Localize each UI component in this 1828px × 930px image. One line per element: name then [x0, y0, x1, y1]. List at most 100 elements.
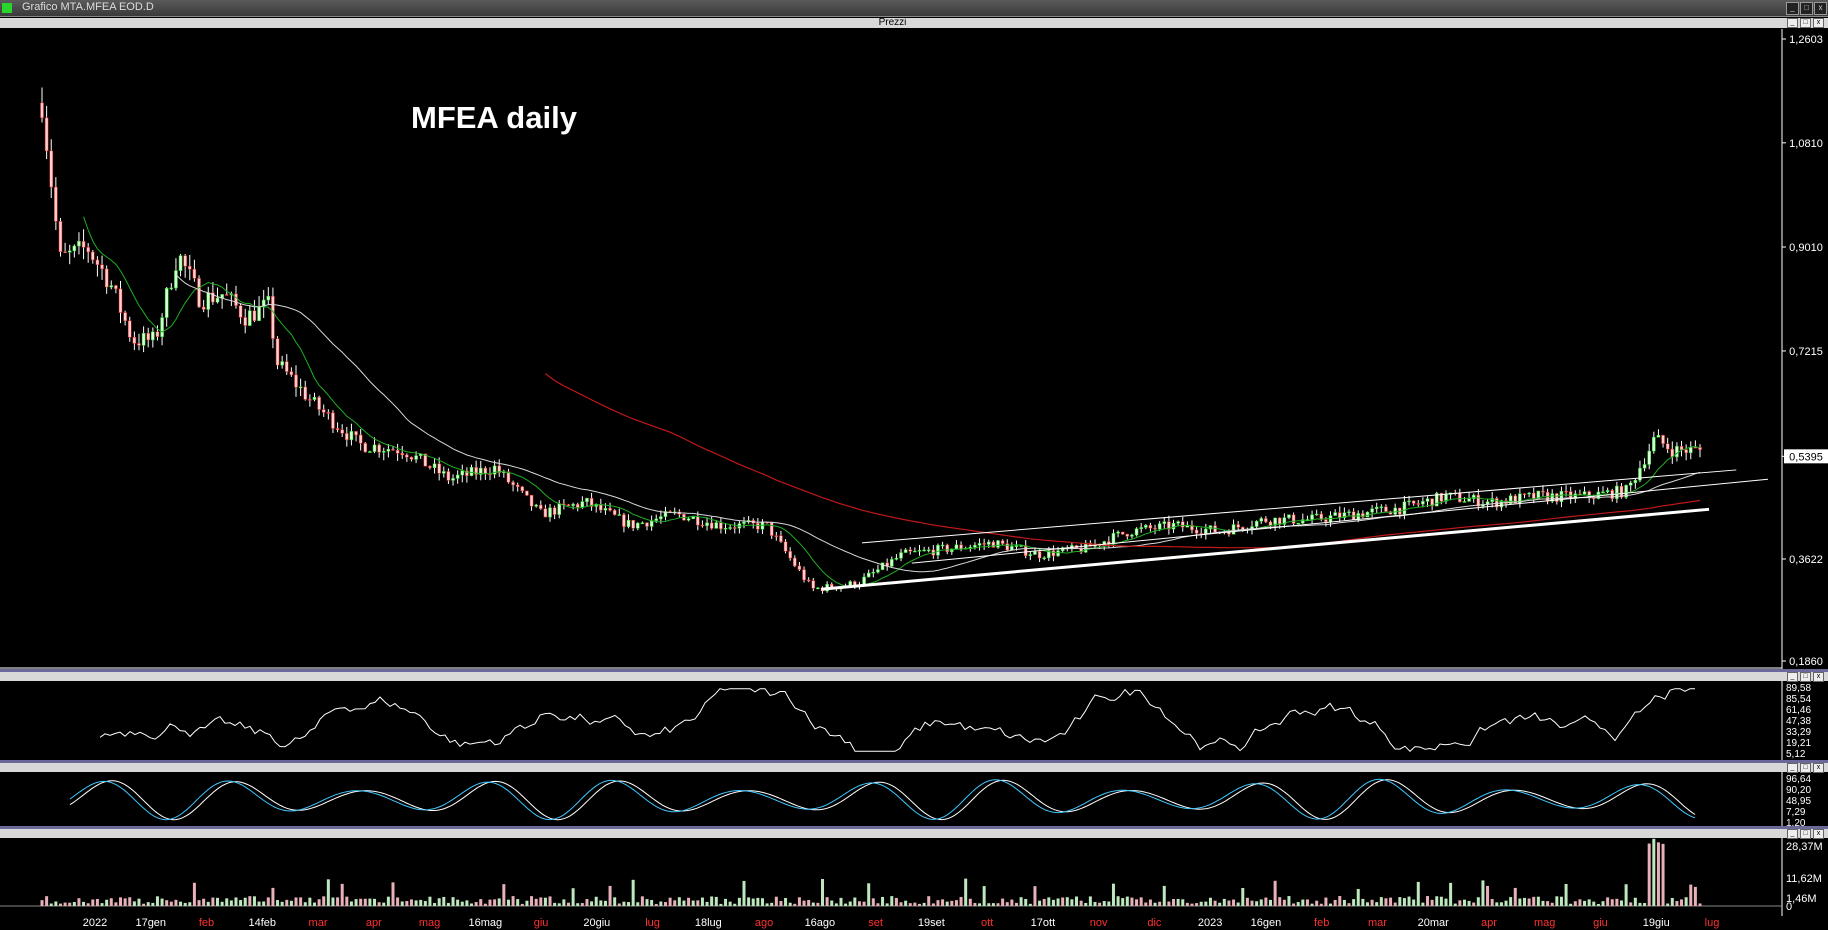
candle-body: [465, 470, 469, 476]
panel-close-icon[interactable]: x: [1813, 829, 1824, 839]
candle-body: [1347, 511, 1351, 513]
y-tick-label: 0,3622: [1789, 554, 1823, 566]
volume-bar: [1365, 902, 1369, 906]
volume-bar: [340, 883, 344, 906]
candle-body: [294, 374, 298, 388]
volume-bar: [1449, 882, 1453, 906]
window-titlebar: Grafico MTA.MFEA EOD.D _ □ x: [0, 0, 1828, 17]
candle-body: [626, 519, 631, 527]
panel-close-icon[interactable]: x: [1813, 672, 1824, 682]
volume-bar: [1250, 900, 1254, 906]
volume-bar: [964, 878, 968, 906]
stoch-tick-label: 7,29: [1786, 807, 1806, 818]
candle-body: [622, 514, 626, 527]
panel-restore-icon[interactable]: □: [1800, 672, 1811, 682]
volume-bar: [294, 897, 298, 906]
volume-bar: [719, 903, 723, 906]
volume-bar: [1282, 899, 1286, 906]
panel-close-icon[interactable]: x: [1813, 763, 1824, 773]
panel-minimize-icon[interactable]: _: [1787, 672, 1798, 682]
x-axis-label: 2023: [1198, 917, 1222, 929]
volume-bar: [1435, 896, 1439, 906]
candle-body: [72, 245, 77, 252]
candle-body: [663, 511, 668, 517]
volume-tick-label: 28,37M: [1786, 841, 1823, 853]
panel-divider[interactable]: [0, 669, 1828, 672]
candle-body: [1689, 447, 1693, 454]
candle-body: [1684, 449, 1688, 454]
candle-body: [1485, 501, 1490, 505]
volume-bar: [1204, 901, 1208, 906]
candle-body: [723, 528, 728, 530]
panel-restore-icon[interactable]: □: [1800, 763, 1811, 773]
panel-minimize-icon[interactable]: _: [1787, 829, 1798, 839]
volume-bar: [312, 902, 316, 906]
candle-body: [880, 562, 885, 570]
candle-body: [1402, 501, 1407, 515]
panel-divider[interactable]: [0, 760, 1828, 763]
candle-body: [1536, 490, 1541, 499]
candle-body: [779, 535, 783, 542]
volume-bar: [973, 902, 977, 906]
maximize-icon[interactable]: □: [1800, 2, 1813, 15]
candle-body: [215, 297, 220, 303]
candle-body: [580, 501, 585, 508]
candle-body: [492, 465, 497, 475]
candle-body: [691, 516, 695, 520]
panel-minimize-icon[interactable]: _: [1787, 763, 1798, 773]
volume-bar: [1088, 896, 1092, 906]
candle-body: [1324, 519, 1328, 522]
volume-bar: [502, 884, 506, 906]
candle-body: [400, 453, 404, 456]
volume-bar: [225, 898, 229, 906]
panel-divider[interactable]: [0, 826, 1828, 829]
candle-body: [1268, 521, 1273, 526]
candle-body: [1231, 524, 1236, 535]
volume-bar: [1458, 900, 1462, 906]
volume-bar: [867, 883, 871, 906]
candle-body: [1471, 494, 1476, 499]
candle-body: [414, 455, 418, 460]
candle-body: [811, 580, 816, 589]
candle-body: [1005, 543, 1009, 551]
candle-body: [127, 320, 132, 338]
candle-body: [1282, 517, 1287, 525]
panel-restore-icon[interactable]: □: [1800, 829, 1811, 839]
volume-bar: [497, 898, 501, 906]
candle-body: [603, 508, 608, 511]
candle-body: [275, 338, 280, 366]
candle-body: [552, 507, 557, 515]
volume-bar: [1135, 899, 1139, 906]
candle-body: [1342, 512, 1347, 519]
panel-minimize-icon[interactable]: _: [1787, 18, 1798, 28]
volume-bar: [793, 903, 797, 906]
chart-annotation: MFEA daily: [411, 100, 577, 135]
minimize-icon[interactable]: _: [1786, 2, 1799, 15]
close-icon[interactable]: x: [1814, 2, 1827, 15]
candle-body: [303, 386, 307, 400]
candle-body: [940, 544, 945, 547]
candle-body: [1190, 524, 1194, 531]
candle-body: [358, 434, 363, 444]
volume-bar: [1638, 902, 1642, 906]
candle-body: [640, 522, 645, 525]
volume-bar: [585, 899, 589, 906]
volume-bar: [479, 899, 483, 906]
y-tick-label: 1,2603: [1789, 34, 1823, 46]
candle-body: [442, 471, 446, 474]
panel-restore-icon[interactable]: □: [1800, 18, 1811, 28]
volume-bar: [146, 902, 150, 906]
candle-body: [86, 247, 90, 253]
candle-body: [243, 317, 247, 326]
candle-body: [566, 504, 571, 506]
volume-bar: [299, 897, 303, 906]
x-axis-label: giu: [534, 917, 549, 929]
volume-bar: [1656, 842, 1660, 906]
volume-bar: [1573, 901, 1577, 906]
volume-bar: [465, 900, 469, 906]
panel-close-icon[interactable]: x: [1813, 18, 1824, 28]
volume-bar: [650, 899, 654, 906]
volume-bar: [1439, 896, 1443, 906]
volume-bar: [1426, 896, 1430, 906]
candle-body: [58, 221, 63, 253]
